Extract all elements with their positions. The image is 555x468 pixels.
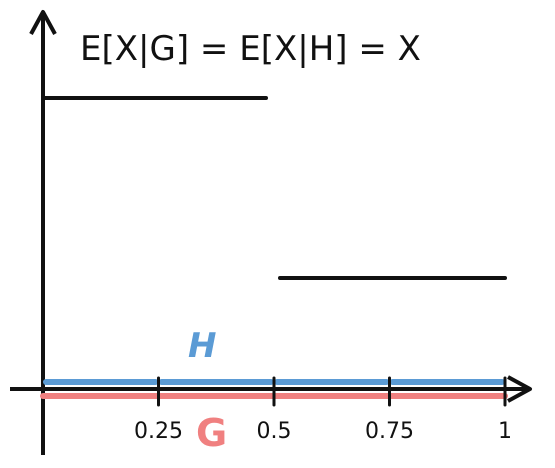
diagram-title: E[X|G] = E[X|H] = X [80, 29, 421, 69]
tick-label: 1 [498, 419, 512, 444]
x-axis-arrow-icon [507, 375, 532, 403]
step-function [41, 96, 507, 280]
tick-label: 0.5 [257, 419, 292, 444]
partition-h-label: H [188, 326, 216, 366]
tick-label: 0.75 [365, 419, 414, 444]
y-axis-arrow-icon [29, 10, 57, 35]
x-ticks: 0.25 0.5 0.75 1 [134, 376, 512, 444]
partition-g-label: G [196, 411, 227, 455]
tick-label: 0.25 [134, 419, 183, 444]
